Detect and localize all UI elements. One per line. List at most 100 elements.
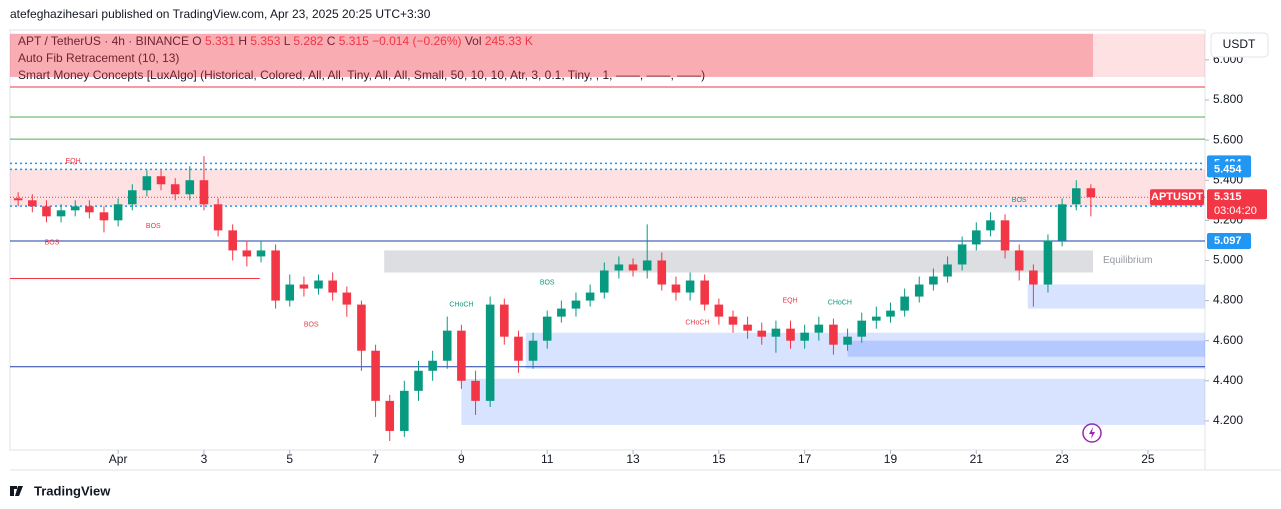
candle-body <box>428 360 437 371</box>
currency-button[interactable] <box>1210 32 1269 58</box>
zone <box>1027 284 1205 309</box>
annotation: BOS <box>540 279 555 286</box>
candle-body <box>685 280 695 293</box>
candle-body <box>471 380 480 401</box>
annotation: Equilibrium <box>1103 255 1152 266</box>
candle-body <box>814 324 824 333</box>
candle-body <box>714 304 724 317</box>
candle-body <box>13 198 23 201</box>
y-tick-label: 4.200 <box>1213 413 1243 427</box>
candle-body <box>657 260 667 285</box>
symbol-tag-label: APTUSDT <box>1151 191 1203 203</box>
candle-body <box>256 250 266 257</box>
candle-body <box>127 190 137 205</box>
candle-body <box>900 296 909 311</box>
price-tag <box>1207 233 1251 250</box>
candle-body <box>28 200 37 207</box>
zone <box>10 33 1205 77</box>
candle-body <box>614 264 624 271</box>
ohlc-value: 5.315 <box>339 34 369 48</box>
ohlc-label: C <box>327 34 336 48</box>
annotation: EQH <box>65 158 80 165</box>
x-tick-label: 23 <box>1055 452 1069 466</box>
x-tick-label: 17 <box>798 452 812 466</box>
candle-body <box>342 292 352 305</box>
candle-body <box>914 284 924 297</box>
candle-body <box>1071 188 1081 205</box>
x-tick-label: 19 <box>884 452 898 466</box>
symbol-line: APT / TetherUS · 4h · BINANCE O 5.331 H … <box>18 34 533 48</box>
candle-body <box>1014 250 1024 271</box>
annotation: EQH <box>782 297 797 304</box>
candle-body <box>457 330 466 381</box>
annotation: BOS <box>45 239 60 246</box>
ohlc-label: L <box>284 34 291 48</box>
candle-body <box>943 264 952 277</box>
candle-body <box>1000 220 1010 251</box>
y-tick-label: 4.800 <box>1213 293 1243 307</box>
volume-label: Vol <box>465 34 482 48</box>
candle-body <box>628 264 638 271</box>
last-price-tag <box>1207 189 1267 220</box>
candle-body <box>328 280 337 293</box>
candle-body <box>585 292 595 301</box>
candle-body <box>728 316 738 325</box>
candle-body <box>957 244 967 265</box>
candle-body <box>314 280 323 289</box>
x-tick-label: 9 <box>458 452 465 466</box>
currency: USDT <box>1223 37 1256 51</box>
indicator: Smart Money Concepts [LuxAlgo] (Historic… <box>18 68 705 82</box>
candle-body <box>500 304 509 337</box>
candle-body <box>599 270 609 293</box>
price-tag <box>1207 161 1251 178</box>
candle-body <box>886 310 895 317</box>
candle-body <box>1086 188 1096 198</box>
y-tick-label: 4.400 <box>1213 373 1243 387</box>
ohlc-value: 5.353 <box>250 34 280 48</box>
candle-body <box>1057 204 1067 241</box>
candle-body <box>271 250 280 301</box>
candle-body <box>285 284 295 301</box>
candle-body <box>857 320 867 337</box>
y-tick-label: 5.600 <box>1213 132 1243 146</box>
candle-body <box>113 204 123 221</box>
candle-body <box>757 330 767 337</box>
candle-body <box>1043 240 1053 285</box>
candle-body <box>385 400 395 431</box>
x-tick-label: 7 <box>372 452 379 466</box>
candle-body <box>213 204 223 231</box>
candle-body <box>571 300 581 309</box>
x-tick-label: 3 <box>201 452 208 466</box>
zone <box>461 378 1206 425</box>
publisher: atefeghazihesari published on TradingVie… <box>10 7 431 21</box>
annotation: BOS <box>304 321 319 328</box>
candle-body <box>185 180 195 195</box>
x-tick-label: 21 <box>970 452 984 466</box>
volume: 245.33 K <box>485 34 533 48</box>
candle-body <box>228 230 237 251</box>
zone <box>10 33 1094 77</box>
candle-body <box>400 390 409 431</box>
y-tick-label: 4.600 <box>1213 333 1243 347</box>
candle-body <box>743 324 752 331</box>
price-tag-label: 5.097 <box>1214 235 1242 247</box>
annotation: CHoCH <box>449 301 473 308</box>
candle-body <box>199 180 209 205</box>
candle-body <box>299 284 309 289</box>
candle-body <box>771 328 781 337</box>
x-tick-label: 15 <box>712 452 726 466</box>
candle-body <box>786 328 795 341</box>
candle-body <box>986 220 995 231</box>
candle-body <box>56 210 66 217</box>
x-tick-label: Apr <box>109 452 128 466</box>
candle-body <box>357 304 366 351</box>
candle-body <box>442 330 452 361</box>
candle-body <box>642 260 652 271</box>
indicator: Auto Fib Retracement (10, 13) <box>18 51 179 65</box>
candle-body <box>972 230 981 245</box>
x-tick-label: 13 <box>626 452 640 466</box>
x-tick-label: 11 <box>541 452 554 466</box>
candle-body <box>42 206 51 217</box>
zone <box>10 169 1205 207</box>
